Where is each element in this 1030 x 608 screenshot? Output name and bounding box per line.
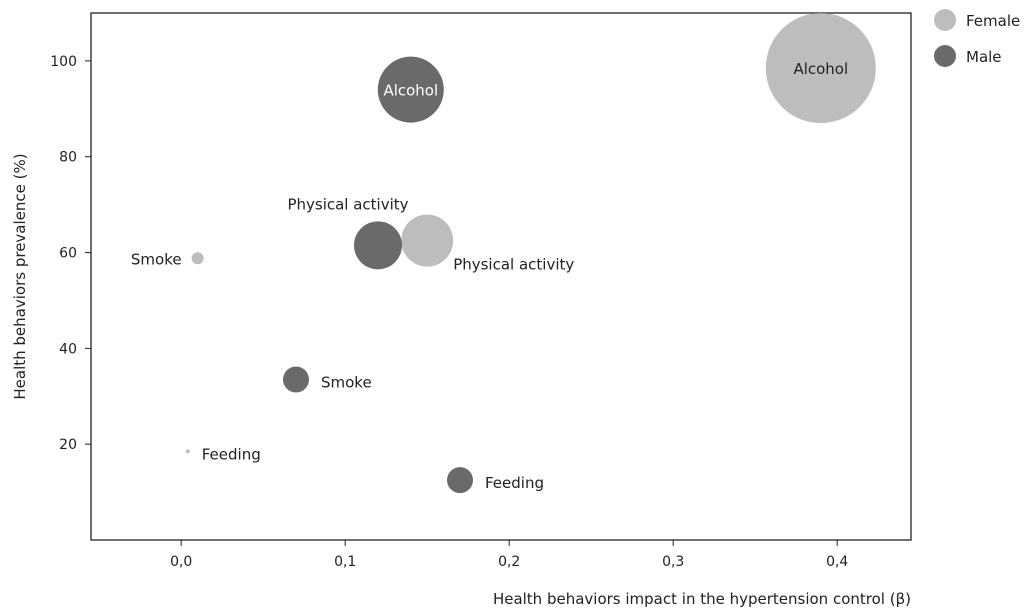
x-tick-label: 0,2 — [498, 554, 520, 570]
bubble-female-smoke — [191, 252, 204, 265]
bubble-label: Smoke — [321, 374, 372, 392]
bubble-label: Physical activity — [287, 195, 408, 213]
y-tick-label: 60 — [59, 246, 77, 262]
bubble-female-feeding — [185, 449, 190, 454]
bubble-label: Smoke — [131, 250, 182, 268]
y-axis-title: Health behaviors prevalence (%) — [11, 153, 29, 399]
bubble-label: Physical activity — [453, 256, 574, 274]
bubble-female-alcohol — [765, 13, 876, 124]
y-tick-label: 40 — [59, 341, 77, 357]
bubble-male-feeding — [447, 467, 473, 494]
legend-swatch-male — [934, 45, 956, 67]
bubble-label: Feeding — [202, 445, 261, 463]
bubble-male-alcohol — [377, 56, 444, 123]
bubble-male-smoke — [283, 366, 309, 393]
x-tick-label: 0,0 — [170, 554, 192, 570]
y-tick-label: 100 — [50, 54, 77, 70]
x-tick-label: 0,4 — [826, 554, 848, 570]
y-tick-label: 80 — [59, 150, 77, 166]
bubble-female-physical-activity — [401, 214, 454, 267]
x-tick-label: 0,1 — [334, 554, 356, 570]
bubble-male-physical-activity — [354, 221, 402, 270]
x-tick-label: 0,3 — [662, 554, 684, 570]
plot-frame — [90, 12, 912, 541]
x-axis-title: Health behaviors impact in the hypertens… — [493, 590, 911, 608]
legend-label-female: Female — [966, 12, 1020, 30]
bubble-label: Feeding — [485, 474, 544, 492]
y-tick-label: 20 — [59, 437, 77, 453]
legend-label-male: Male — [966, 48, 1002, 66]
legend-swatch-female — [934, 9, 956, 31]
bubble-label: Alcohol — [383, 82, 438, 100]
bubble-label: Alcohol — [793, 60, 848, 78]
